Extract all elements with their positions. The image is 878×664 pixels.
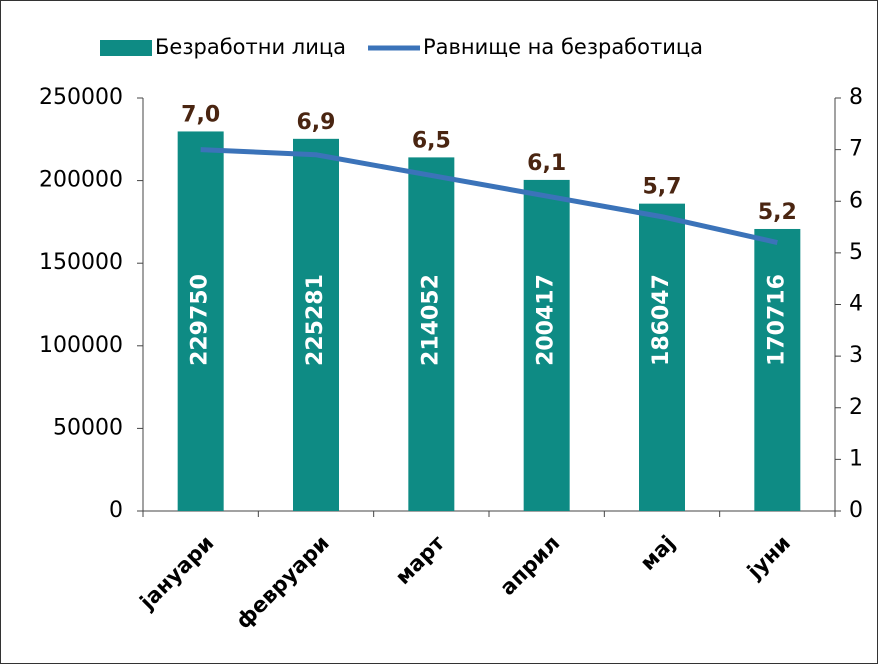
line-value-label: 5,7 <box>643 175 682 200</box>
x-tick-label: јануари <box>135 531 219 615</box>
line-value-label: 6,1 <box>527 151 566 176</box>
y-tick-label: 0 <box>109 498 123 523</box>
bar <box>408 157 455 511</box>
line <box>200 147 778 245</box>
line-value-label: 5,2 <box>758 200 797 225</box>
y-tick-label: 50000 <box>53 415 123 440</box>
line-value-label: 7,0 <box>181 102 220 127</box>
y2-tick-label: 3 <box>849 343 863 368</box>
bar-value-label: 229750 <box>188 274 213 366</box>
legend-swatch <box>100 40 152 56</box>
x-tick-label: февруари <box>231 531 334 634</box>
y2-tick-label: 5 <box>849 240 863 265</box>
bar-value-label: 186047 <box>649 274 674 366</box>
bar-value-label: 214052 <box>418 274 443 366</box>
y2-tick-label: 4 <box>849 292 863 317</box>
y-tick-label: 200000 <box>39 168 123 193</box>
bar <box>523 179 570 511</box>
x-tick-label: јуни <box>742 531 795 584</box>
line-value-label: 6,5 <box>412 128 451 153</box>
bar <box>293 138 339 511</box>
y-tick-label: 100000 <box>39 333 123 358</box>
bar-value-label: 225281 <box>303 274 328 366</box>
y2-tick-label: 6 <box>849 188 863 213</box>
y2-tick-label: 8 <box>849 85 863 110</box>
x-tick-label: април <box>495 531 564 600</box>
bar <box>754 228 801 511</box>
y2-tick-label: 2 <box>849 395 863 420</box>
y2-tick-label: 7 <box>849 137 863 162</box>
x-tick-label: мај <box>636 531 680 575</box>
x-tick-label: март <box>391 530 450 589</box>
y2-tick-label: 1 <box>849 446 863 471</box>
bar-value-label: 200417 <box>534 274 559 366</box>
y-tick-label: 150000 <box>39 250 123 275</box>
line-value-label: 6,9 <box>297 110 336 135</box>
legend-label: Равнище на безработица <box>423 35 703 59</box>
bar <box>177 131 224 511</box>
y-tick-label: 250000 <box>39 85 123 110</box>
bar <box>639 203 685 511</box>
y2-tick-label: 0 <box>849 498 863 523</box>
bar-value-label: 170716 <box>764 274 789 366</box>
legend-label: Безработни лица <box>155 35 346 59</box>
